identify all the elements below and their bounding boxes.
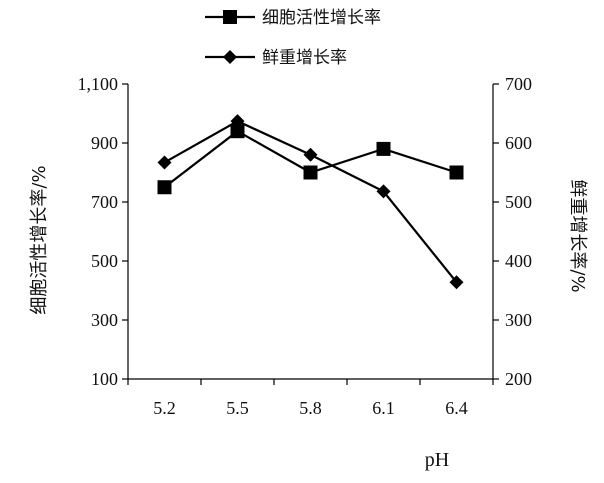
right-tick-label: 600	[505, 133, 532, 153]
legend: 细胞活性增长率 鲜重增长率	[205, 8, 381, 68]
x-tick-label: 5.8	[299, 398, 322, 418]
left-tick-label: 300	[91, 310, 118, 330]
left-tick-label: 500	[91, 251, 118, 271]
left-tick-label: 100	[91, 369, 118, 389]
series-layer	[157, 114, 464, 290]
left-tick-label: 900	[91, 133, 118, 153]
left-axis-ticks: 100 300 500 700 900 1,100	[78, 74, 128, 389]
fresh-weight-point	[449, 275, 464, 290]
legend-marker-square	[223, 10, 237, 24]
right-axis-ticks: 200 300 400 500 600 700	[493, 74, 532, 389]
legend-marker-diamond	[223, 50, 237, 64]
fresh-weight-point	[157, 155, 172, 170]
cell-activity-point	[230, 124, 245, 139]
left-tick-label: 700	[91, 192, 118, 212]
right-tick-label: 300	[505, 310, 532, 330]
x-tick-label: 6.1	[372, 398, 395, 418]
right-tick-label: 400	[505, 251, 532, 271]
cell-activity-point	[303, 165, 318, 180]
right-axis-title: 鲜重增长率/%	[567, 179, 588, 292]
fresh-weight-point	[376, 184, 391, 199]
x-axis-title: pH	[425, 449, 449, 471]
right-tick-label: 700	[505, 74, 532, 94]
fresh-weight-point	[303, 147, 318, 162]
legend-label-fresh-weight: 鲜重增长率	[262, 48, 347, 68]
cell-activity-point	[157, 180, 172, 195]
fresh-weight-point	[230, 114, 245, 129]
cell-activity-point	[449, 165, 464, 180]
left-tick-label: 1,100	[78, 74, 119, 94]
legend-label-cell-activity: 细胞活性增长率	[262, 8, 381, 28]
fresh-weight-line	[163, 119, 458, 283]
x-tick-label: 6.4	[445, 398, 468, 418]
right-tick-label: 500	[505, 192, 532, 212]
x-tick-label: 5.2	[153, 398, 176, 418]
left-axis-title: 细胞活性增长率/%	[29, 165, 50, 314]
right-tick-label: 200	[505, 369, 532, 389]
x-axis-ticks: 5.2 5.5 5.8 6.1 6.4	[127, 379, 494, 418]
cell-activity-point	[376, 141, 391, 156]
x-tick-label: 5.5	[226, 398, 249, 418]
